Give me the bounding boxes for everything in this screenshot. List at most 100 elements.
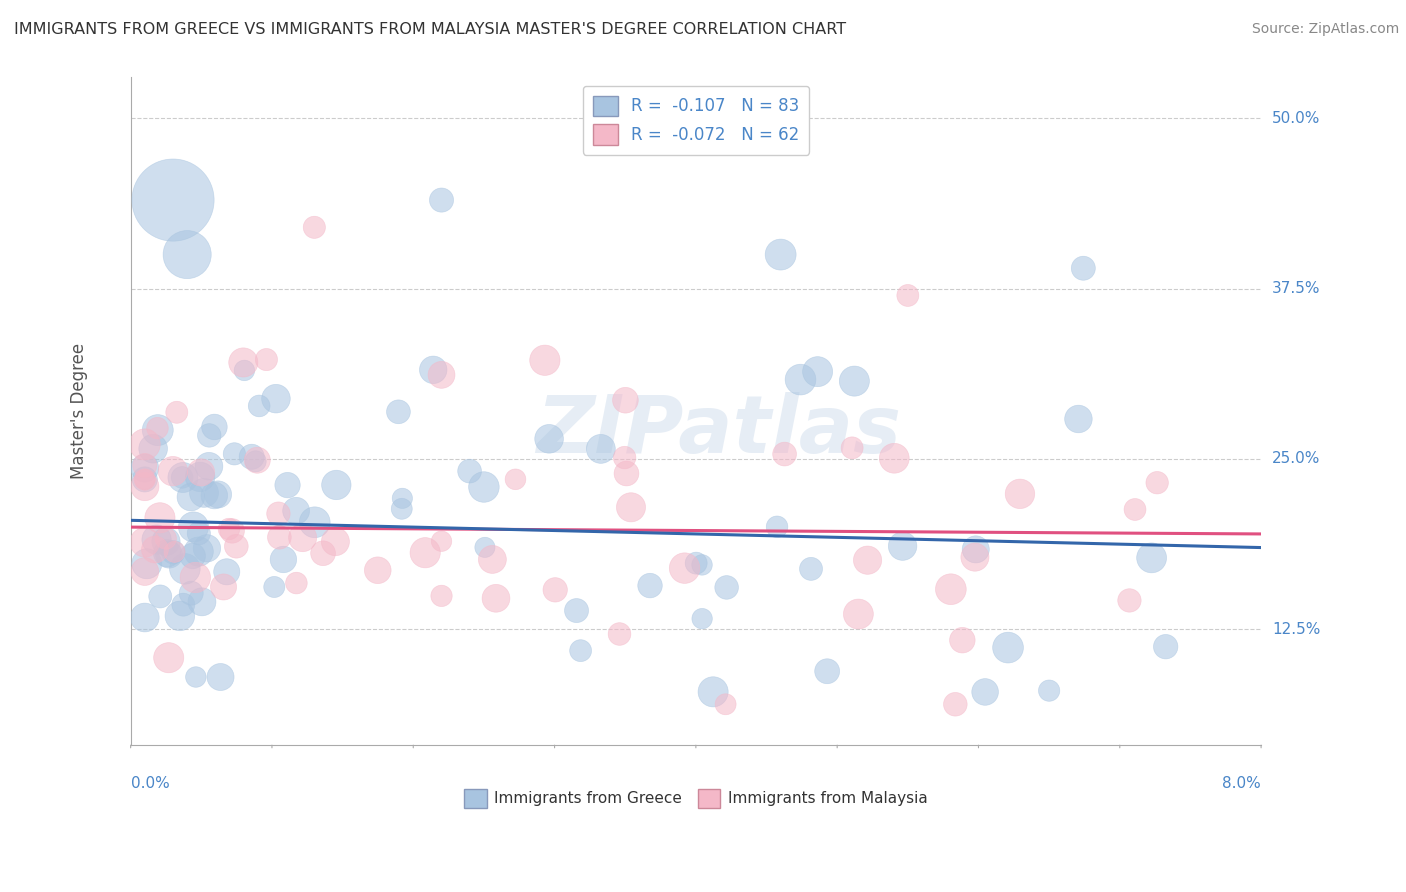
Text: 12.5%: 12.5%	[1272, 622, 1320, 637]
Point	[413, 546, 436, 560]
Point	[155, 534, 177, 549]
Point	[614, 393, 637, 408]
Point	[690, 558, 713, 572]
Legend: Immigrants from Greece, Immigrants from Malaysia: Immigrants from Greece, Immigrants from …	[458, 783, 934, 814]
Point	[609, 627, 631, 641]
Point	[807, 365, 830, 379]
Point	[134, 535, 156, 549]
Point	[149, 590, 172, 604]
Point	[304, 220, 326, 235]
Point	[883, 451, 905, 466]
Point	[1008, 487, 1031, 501]
Point	[505, 472, 527, 486]
Point	[225, 539, 247, 553]
Point	[690, 612, 713, 626]
Point	[773, 447, 796, 461]
Point	[134, 610, 156, 624]
Point	[430, 534, 453, 549]
Point	[157, 548, 180, 562]
Point	[184, 570, 207, 584]
Point	[172, 470, 194, 484]
Point	[815, 665, 838, 679]
Point	[620, 500, 643, 515]
Point	[212, 580, 235, 594]
Point	[285, 504, 308, 518]
Point	[963, 550, 986, 565]
Text: IMMIGRANTS FROM GREECE VS IMMIGRANTS FROM MALAYSIA MASTER'S DEGREE CORRELATION C: IMMIGRANTS FROM GREECE VS IMMIGRANTS FRO…	[14, 22, 846, 37]
Point	[172, 598, 194, 612]
Point	[474, 541, 496, 555]
Point	[183, 520, 205, 534]
Point	[430, 193, 453, 207]
Point	[134, 472, 156, 486]
Point	[325, 478, 347, 492]
Point	[1123, 502, 1146, 516]
Point	[716, 581, 738, 595]
Point	[538, 432, 561, 446]
Point	[162, 464, 184, 478]
Point	[145, 533, 167, 547]
Point	[180, 490, 202, 504]
Point	[267, 507, 290, 521]
Point	[950, 633, 973, 648]
Point	[304, 516, 326, 530]
Point	[218, 522, 240, 536]
Point	[240, 450, 263, 464]
Point	[481, 552, 503, 566]
Point	[263, 580, 285, 594]
Point	[184, 670, 207, 684]
Point	[472, 480, 495, 494]
Point	[766, 520, 789, 534]
Point	[534, 353, 557, 368]
Point	[134, 461, 156, 475]
Point	[856, 553, 879, 567]
Point	[162, 545, 184, 559]
Point	[997, 640, 1019, 655]
Point	[800, 562, 823, 576]
Point	[134, 473, 156, 487]
Point	[146, 423, 169, 437]
Point	[181, 549, 204, 563]
Text: 0.0%: 0.0%	[131, 776, 169, 790]
Point	[215, 565, 238, 579]
Point	[180, 586, 202, 600]
Text: 50.0%: 50.0%	[1272, 111, 1320, 126]
Point	[1140, 550, 1163, 565]
Point	[673, 561, 696, 575]
Point	[544, 582, 567, 597]
Point	[485, 591, 508, 606]
Point	[569, 643, 592, 657]
Point	[422, 363, 444, 377]
Point	[191, 595, 214, 609]
Point	[848, 607, 870, 621]
Point	[1067, 412, 1090, 426]
Point	[142, 442, 165, 456]
Point	[1073, 261, 1095, 276]
Point	[391, 501, 413, 516]
Point	[589, 442, 612, 456]
Point	[149, 511, 172, 525]
Point	[188, 470, 211, 484]
Point	[202, 489, 225, 503]
Point	[273, 552, 295, 566]
Point	[193, 486, 215, 500]
Point	[173, 562, 195, 576]
Point	[224, 447, 246, 461]
Point	[714, 698, 737, 712]
Point	[134, 473, 156, 487]
Point	[269, 530, 291, 544]
Point	[769, 247, 792, 261]
Point	[702, 685, 724, 699]
Point	[844, 374, 866, 388]
Point	[134, 458, 156, 473]
Point	[291, 531, 314, 545]
Point	[841, 441, 863, 455]
Point	[134, 565, 156, 579]
Text: ZIPatlas: ZIPatlas	[536, 392, 901, 470]
Point	[146, 421, 169, 435]
Text: Master's Degree: Master's Degree	[70, 343, 87, 479]
Point	[157, 650, 180, 665]
Point	[162, 193, 184, 207]
Point	[166, 405, 188, 419]
Point	[204, 420, 226, 434]
